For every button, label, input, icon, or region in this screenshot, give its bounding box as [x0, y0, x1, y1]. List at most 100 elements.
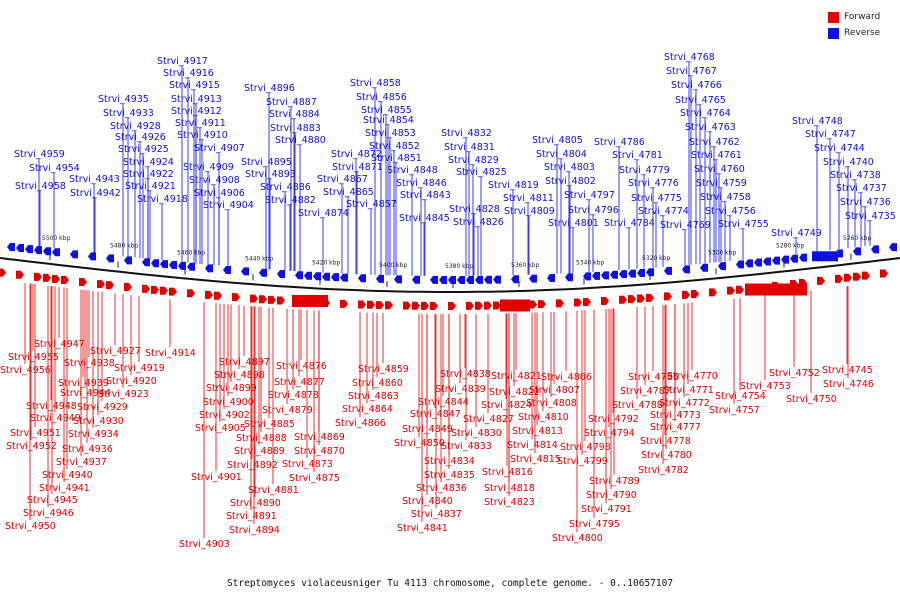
reverse-gene-label: Strvi_4749: [771, 228, 822, 239]
reverse-gene-label: Strvi_4804: [536, 149, 587, 160]
forward-gene: [736, 285, 744, 294]
forward-gene-label: Strvi_4834: [424, 456, 475, 467]
forward-gene-label: Strvi_4841: [397, 523, 448, 534]
forward-gene-label: Strvi_4772: [659, 398, 710, 409]
reverse-gene-label: Strvi_4895: [241, 157, 292, 168]
reverse-gene: [52, 248, 60, 257]
reverse-gene: [259, 268, 267, 277]
forward-gene-label: Strvi_4897: [219, 357, 270, 368]
legend-reverse-swatch: [828, 27, 839, 39]
forward-gene-label: Strvi_4938: [64, 358, 115, 369]
forward-gene-label: Strvi_4839: [435, 384, 486, 395]
reverse-gene: [313, 272, 321, 281]
forward-gene-label: Strvi_4891: [226, 511, 277, 522]
forward-gene-label: Strvi_4949: [30, 413, 81, 424]
reverse-gene: [619, 270, 627, 279]
reverse-gene: [160, 260, 168, 269]
forward-gene-label: Strvi_4930: [73, 416, 124, 427]
reverse-gene-label: Strvi_4846: [396, 178, 447, 189]
forward-gene: [268, 295, 276, 304]
forward-gene-label: Strvi_4850: [394, 438, 445, 449]
reverse-gene-label: Strvi_4918: [137, 194, 188, 205]
forward-gene: [358, 300, 366, 309]
forward-gene-label: Strvi_4945: [27, 495, 78, 506]
legend-forward: Forward: [828, 9, 892, 25]
forward-gene: [637, 294, 645, 303]
forward-gene-label: Strvi_4799: [557, 456, 608, 467]
reverse-gene-label: Strvi_4769: [660, 220, 711, 231]
reverse-gene: [277, 270, 285, 279]
reverse-gene: [70, 250, 78, 259]
forward-gene-label: Strvi_4864: [342, 404, 393, 415]
reverse-gene: [637, 268, 645, 277]
forward-gene: [52, 274, 60, 283]
reverse-gene: [754, 258, 762, 267]
reverse-gene-label: Strvi_4828: [449, 204, 500, 215]
forward-gene-label: Strvi_4946: [23, 508, 74, 519]
forward-gene-label: Strvi_4939: [58, 378, 109, 389]
reverse-gene-label: Strvi_4845: [399, 213, 450, 224]
reverse-gene-label: Strvi_4933: [103, 108, 154, 119]
reverse-gene-label: Strvi_4911: [175, 118, 226, 129]
scale-tick-label: 5440 kbp: [245, 255, 273, 262]
forward-gene-label: Strvi_4889: [234, 446, 285, 457]
forward-gene-label: Strvi_4952: [6, 441, 57, 452]
reverse-gene-label: Strvi_4825: [456, 167, 507, 178]
reverse-gene-label: Strvi_4744: [814, 143, 865, 154]
reverse-gene-label: Strvi_4917: [157, 56, 208, 67]
reverse-gene-label: Strvi_4912: [171, 106, 222, 117]
forward-gene-label: Strvi_4780: [641, 450, 692, 461]
forward-gene-label: Strvi_4785: [628, 372, 679, 383]
reverse-gene: [646, 268, 654, 277]
reverse-gene-label: Strvi_4763: [685, 122, 736, 133]
forward-gene: [151, 285, 159, 294]
reverse-gene-label: Strvi_4843: [400, 190, 451, 201]
legend: Forward Reverse: [828, 9, 892, 41]
reverse-gene: [7, 242, 15, 251]
forward-gene-label: Strvi_4951: [10, 428, 61, 439]
forward-gene: [259, 295, 267, 304]
reverse-gene: [322, 272, 330, 281]
reverse-gene-label: Strvi_4855: [361, 105, 412, 116]
forward-gene-label: Strvi_4790: [586, 490, 637, 501]
forward-gene-label: Strvi_4914: [145, 348, 196, 359]
forward-gene-label: Strvi_4815: [510, 454, 561, 465]
reverse-gene-label: Strvi_4943: [69, 174, 120, 185]
forward-gene-label: Strvi_4866: [335, 418, 386, 429]
forward-gene-label: Strvi_4950: [5, 521, 56, 532]
reverse-gene-label: Strvi_4831: [444, 142, 495, 153]
forward-gene-label: Strvi_4859: [358, 364, 409, 375]
forward-gene: [430, 301, 438, 310]
forward-gene-label: Strvi_4778: [640, 436, 691, 447]
forward-gene: [232, 293, 240, 302]
reverse-gene: [466, 275, 474, 284]
forward-gene-label: Strvi_4885: [244, 419, 295, 430]
forward-gene-label: Strvi_4905: [195, 423, 246, 434]
forward-gene-label: Strvi_4757: [709, 405, 760, 416]
reverse-gene: [781, 255, 789, 264]
reverse-gene-label: Strvi_4762: [689, 137, 740, 148]
reverse-gene-label: Strvi_4886: [260, 182, 311, 193]
reverse-gene-label: Strvi_4761: [691, 150, 742, 161]
reverse-gene: [889, 243, 897, 252]
reverse-gene-label: Strvi_4854: [363, 115, 414, 126]
forward-gene: [61, 275, 69, 284]
forward-gene-label: Strvi_4844: [418, 397, 469, 408]
reverse-gene: [583, 272, 591, 281]
reverse-gene: [430, 275, 438, 284]
map-caption: Streptomyces violaceusniger Tu 4113 chro…: [226, 578, 674, 589]
forward-gene-label: Strvi_4878: [268, 390, 319, 401]
forward-gene-label: Strvi_4888: [236, 433, 287, 444]
forward-gene-label: Strvi_4863: [348, 391, 399, 402]
forward-gene-label: Strvi_4860: [352, 378, 403, 389]
forward-gene-label: Strvi_4873: [282, 459, 333, 470]
forward-gene-label: Strvi_4900: [203, 397, 254, 408]
reverse-gene: [565, 273, 573, 282]
forward-gene: [556, 299, 564, 308]
reverse-gene: [88, 252, 96, 261]
scale-tick-label: 5460 kbp: [177, 249, 205, 256]
reverse-gene: [601, 271, 609, 280]
forward-gene-label: Strvi_4881: [248, 485, 299, 496]
forward-gene-label: Strvi_4875: [289, 473, 340, 484]
